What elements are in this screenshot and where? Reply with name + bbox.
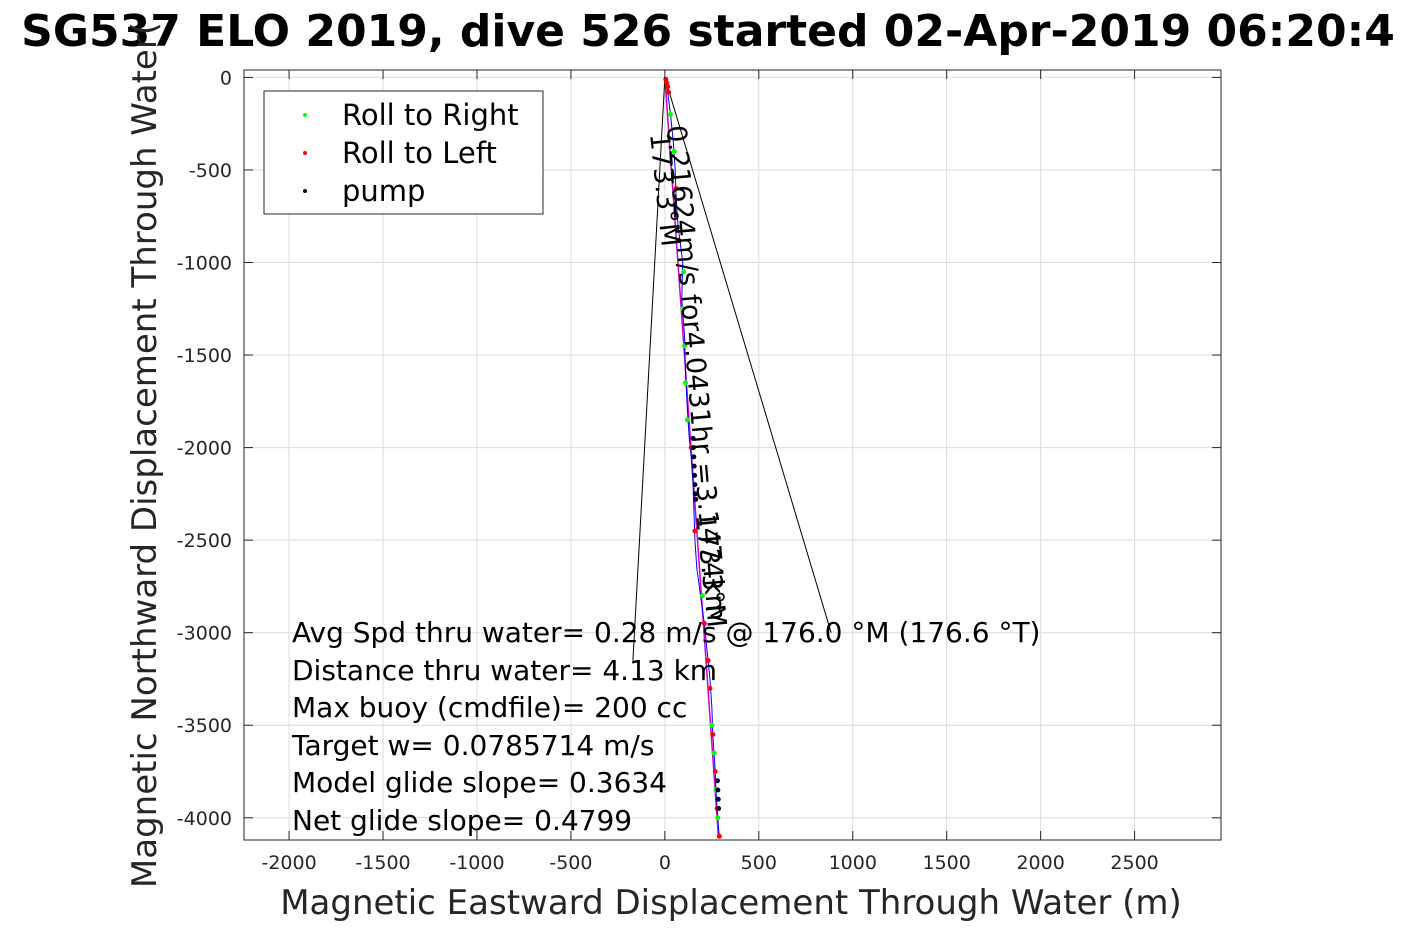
roll-right-point [667,111,673,117]
y-tick-label: -500 [189,160,232,182]
roll-right-point [699,593,705,599]
roll-left-point [716,833,722,839]
avg-speed-annotation: Avg Spd thru water= 0.28 m/s @ 176.0 °M … [292,616,1040,649]
x-tick-label: 1000 [829,852,877,874]
pump-point [690,435,696,441]
y-tick-label: -2000 [177,438,232,460]
x-tick-label: -1000 [449,852,504,874]
x-tick-label: 2000 [1016,852,1064,874]
pump-point [715,787,721,793]
roll-left-point [712,769,718,775]
pump-point [692,472,698,478]
model-glide-annotation: Model glide slope= 0.3634 [292,766,667,799]
max-buoy-annotation: Max buoy (cmdfile)= 200 cc [292,691,687,724]
plot-border [243,69,1222,841]
x-tick-label: -2000 [261,852,316,874]
legend-label-roll-left: Roll to Left [342,136,497,170]
net-glide-annotation: Net glide slope= 0.4799 [292,804,632,837]
points-layer [663,76,722,839]
y-axis-ticks: 0 -500 -1000 -1500 -2000 -2500 -3000 -3500 -4000 [177,67,1221,830]
pump-point [692,491,698,497]
pump-point [716,806,722,812]
pump-point [693,496,699,502]
y-tick-label: 0 [220,67,232,89]
x-axis-label: Magnetic Eastward Displacement Through W… [280,883,1182,923]
x-tick-label: 2500 [1110,852,1158,874]
y-tick-label: -4000 [177,808,232,830]
legend: Roll to Right Roll to Left pump [263,90,544,215]
roll-right-point [681,269,687,275]
roll-left-point [666,89,672,95]
x-axis-ticks: -2000 -1500 -1000 -500 0 500 1000 1500 2000 2500 [261,70,1159,874]
legend-box [263,90,544,215]
roll-right-point [680,306,686,312]
y-axis-label: Magnetic Northward Displacement Through … [125,22,165,888]
target-w-annotation: Target w= 0.0785714 m/s [291,729,654,762]
y-tick-label: -3500 [177,715,232,737]
roll-left-point [665,84,671,90]
x-tick-label: -1500 [355,852,410,874]
roll-right-point [682,343,688,349]
legend-marker-roll-right [303,113,307,117]
pump-point [691,454,697,460]
annotation-line [632,77,666,661]
annotation-lines-layer [632,77,832,661]
roll-left-point [673,185,679,191]
legend-marker-roll-left [303,151,307,155]
x-tick-label: 0 [659,852,671,874]
distance-annotation: Distance thru water= 4.13 km [292,654,717,687]
chart-title: SG537 ELO 2019, dive 526 started 02-Apr-… [21,6,1395,57]
legend-label-roll-right: Roll to Right [342,98,519,132]
y-tick-label: -1500 [177,345,232,367]
x-tick-label: 1500 [923,852,971,874]
roll-right-point [684,417,690,423]
x-tick-label: -500 [549,852,592,874]
roll-left-point [692,528,698,534]
roll-left-point [701,620,707,626]
roll-right-point [683,380,689,386]
legend-label-pump: pump [342,174,425,208]
roll-right-point [715,815,721,821]
legend-marker-pump [303,189,307,193]
pump-point [692,482,698,488]
roll-right-point [709,722,715,728]
pump-point [715,796,721,802]
y-tick-label: -3000 [177,623,232,645]
annotation-line [664,77,832,633]
y-tick-label: -1000 [177,253,232,275]
roll-left-point [705,657,711,663]
x-tick-label: 500 [741,852,777,874]
pump-point [691,463,697,469]
roll-left-point [707,685,713,691]
roll-right-point [671,148,677,154]
roll-right-point [711,750,717,756]
roll-left-point [710,731,716,737]
y-tick-label: -2500 [177,530,232,552]
pump-point [714,778,720,784]
pump-point [690,445,696,451]
